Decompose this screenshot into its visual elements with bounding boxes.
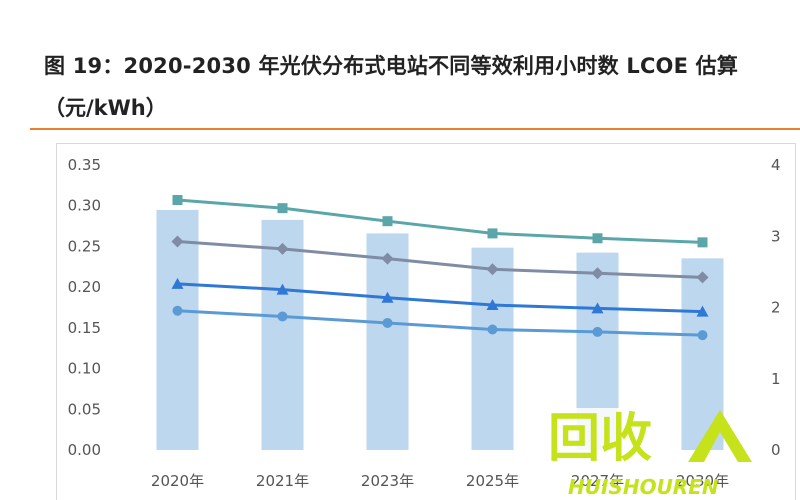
series-point-2: [276, 242, 289, 255]
series-point-1: [172, 195, 183, 206]
watermark-cn: 回收: [548, 409, 652, 469]
x-tick-label: 2025年: [466, 472, 519, 490]
series-point-1: [277, 203, 288, 214]
series-line-3: [177, 282, 703, 314]
series-point-4: [277, 311, 288, 322]
x-tick-label: 2021年: [256, 472, 309, 490]
series-point-4: [697, 330, 708, 341]
title-divider: [30, 128, 800, 130]
y-right-tick-label: 3: [771, 227, 781, 245]
y-left-tick-label: 0.30: [68, 197, 101, 215]
series-point-4: [487, 324, 498, 335]
series-point-3: [381, 291, 394, 303]
series-point-4: [172, 305, 183, 316]
series-point-1: [382, 216, 393, 227]
y-left-tick-label: 0.15: [68, 319, 101, 337]
series-point-3: [591, 302, 604, 314]
series-point-2: [171, 235, 184, 248]
chart-title-unit: （元/kWh）: [44, 96, 167, 120]
x-tick-label: 2023年: [361, 472, 414, 490]
y-right-tick-label: 1: [771, 370, 781, 388]
y-right-tick-label: 0: [771, 441, 781, 459]
series-point-3: [696, 305, 709, 317]
x-tick-label: 2027年: [571, 472, 624, 490]
series-point-3: [276, 283, 289, 295]
watermark-en: HUISHOUREN: [568, 475, 719, 499]
series-point-2: [591, 267, 604, 280]
x-tick-label: 2020年: [151, 472, 204, 490]
y-left-tick-label: 0.00: [68, 441, 101, 459]
series-line-1: [177, 198, 703, 244]
y-left-tick-label: 0.35: [68, 156, 101, 174]
series-point-2: [696, 271, 709, 284]
chart-frame: [56, 143, 796, 500]
y-left-tick-label: 0.10: [68, 360, 101, 378]
x-tick-label: 2030年: [676, 472, 729, 490]
bar: [261, 219, 304, 450]
series-point-4: [382, 317, 393, 328]
y-left-tick-label: 0.20: [68, 278, 101, 296]
bar: [366, 233, 409, 450]
y-right-tick-label: 4: [771, 156, 781, 174]
huishouren-watermark: 回收 HUISHOUREN: [542, 408, 752, 499]
series-point-1: [697, 237, 708, 248]
chart-title: 图 19：2020-2030 年光伏分布式电站不同等效利用小时数 LCOE 估算: [44, 54, 739, 78]
series-point-1: [487, 228, 498, 239]
bar: [156, 209, 199, 450]
y-right-tick-label: 2: [771, 299, 781, 317]
series-point-2: [381, 252, 394, 265]
series-point-3: [486, 299, 499, 311]
series-point-1: [592, 233, 603, 244]
series-point-4: [592, 326, 603, 337]
series-line-2: [177, 240, 703, 279]
bar: [471, 247, 514, 450]
series-point-3: [171, 277, 184, 289]
y-left-tick-label: 0.05: [68, 400, 101, 418]
y-left-tick-label: 0.25: [68, 237, 101, 255]
series-point-2: [486, 263, 499, 276]
series-line-4: [177, 309, 703, 337]
watermark-logo-mark: [688, 410, 752, 462]
